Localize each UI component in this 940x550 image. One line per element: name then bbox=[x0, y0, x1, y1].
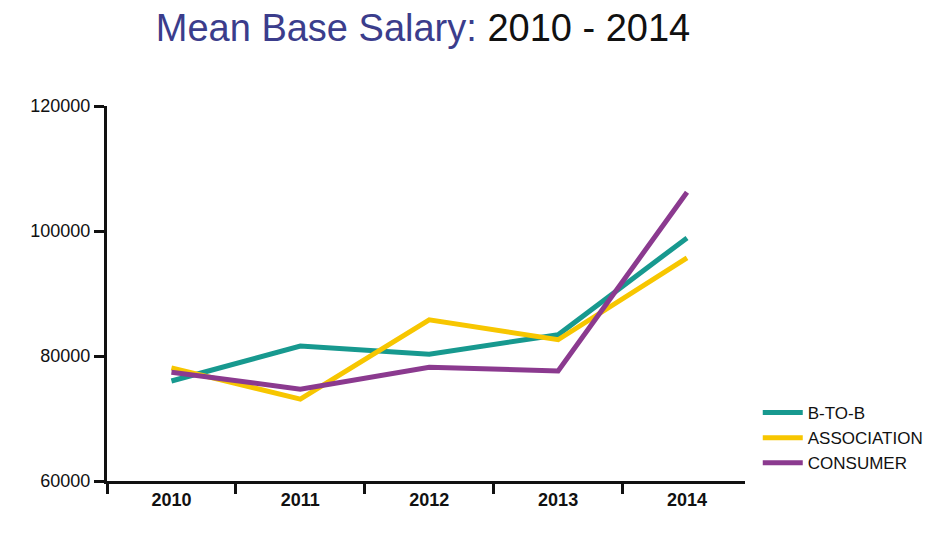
svg-text:ASSOCIATION: ASSOCIATION bbox=[808, 429, 923, 448]
svg-text:80000: 80000 bbox=[40, 346, 90, 366]
svg-text:2010: 2010 bbox=[151, 490, 191, 510]
svg-text:2014: 2014 bbox=[667, 490, 707, 510]
svg-text:2011: 2011 bbox=[281, 490, 320, 510]
svg-text:Mean Base Salary: 2010 - 2014: Mean Base Salary: 2010 - 2014 bbox=[156, 7, 690, 49]
svg-text:2012: 2012 bbox=[409, 490, 449, 510]
svg-text:120000: 120000 bbox=[30, 96, 90, 116]
svg-text:60000: 60000 bbox=[40, 471, 90, 491]
svg-text:CONSUMER: CONSUMER bbox=[808, 454, 907, 473]
svg-text:B-TO-B: B-TO-B bbox=[808, 404, 865, 423]
svg-text:2013: 2013 bbox=[538, 490, 578, 510]
svg-text:100000: 100000 bbox=[30, 221, 90, 241]
